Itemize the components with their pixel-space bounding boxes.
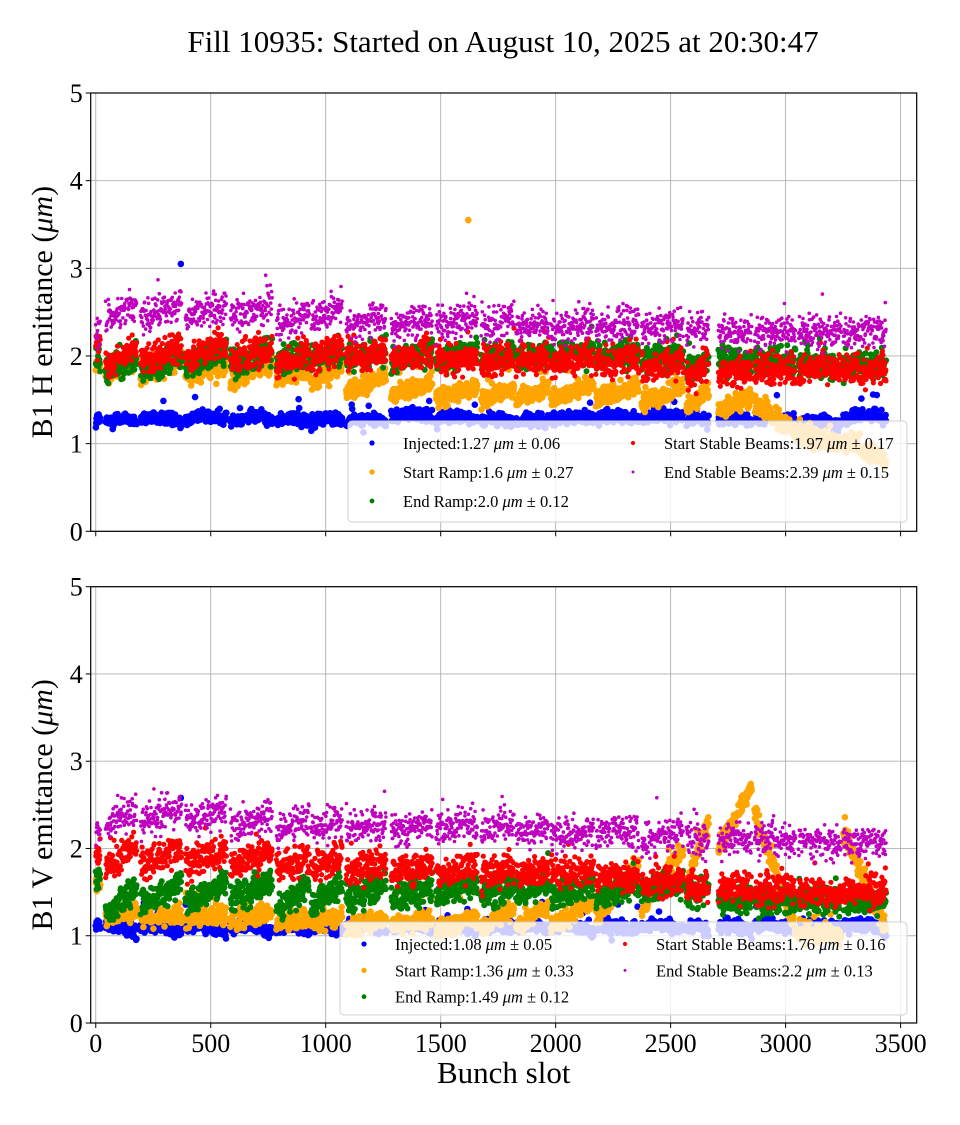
data-point bbox=[511, 383, 518, 390]
data-point bbox=[704, 387, 711, 394]
data-point bbox=[429, 407, 436, 414]
data-point bbox=[207, 375, 214, 382]
data-point bbox=[776, 406, 783, 413]
outlier-point bbox=[178, 261, 185, 268]
data-point bbox=[429, 381, 436, 388]
data-point bbox=[223, 410, 230, 417]
data-point bbox=[882, 412, 889, 419]
data-point bbox=[383, 377, 390, 384]
data-point bbox=[774, 392, 781, 399]
data-point bbox=[160, 398, 167, 405]
data-point bbox=[97, 415, 104, 422]
data-point bbox=[198, 379, 205, 386]
data-point bbox=[349, 406, 356, 413]
figure-title: Fill 10935: Started on August 10, 2025 a… bbox=[187, 24, 818, 59]
data-point bbox=[281, 341, 287, 347]
data-point bbox=[587, 399, 594, 406]
data-point bbox=[473, 335, 479, 341]
data-point bbox=[131, 367, 137, 373]
data-point bbox=[213, 381, 220, 388]
data-point bbox=[184, 373, 190, 379]
data-point bbox=[858, 395, 865, 402]
data-point bbox=[380, 365, 386, 371]
data-point bbox=[472, 401, 479, 408]
data-point bbox=[642, 384, 649, 391]
data-point bbox=[296, 405, 303, 412]
data-point bbox=[474, 340, 480, 346]
data-point bbox=[216, 406, 223, 413]
data-point bbox=[617, 377, 624, 384]
data-point bbox=[105, 380, 111, 386]
data-point bbox=[221, 363, 227, 369]
data-point bbox=[326, 383, 333, 390]
data-point bbox=[192, 394, 199, 401]
data-point bbox=[428, 368, 435, 375]
data-point bbox=[237, 405, 244, 412]
data-point bbox=[737, 408, 744, 415]
data-point bbox=[545, 379, 552, 386]
data-point bbox=[878, 407, 885, 414]
data-point bbox=[752, 393, 759, 400]
data-point bbox=[474, 381, 481, 388]
outlier-point bbox=[465, 217, 472, 224]
data-point bbox=[444, 402, 451, 409]
data-point bbox=[295, 396, 302, 403]
data-point bbox=[365, 403, 372, 410]
data-point bbox=[635, 388, 642, 395]
data-point bbox=[97, 368, 103, 374]
data-point bbox=[874, 392, 881, 399]
data-point bbox=[178, 423, 185, 430]
data-point bbox=[339, 415, 346, 422]
data-point bbox=[705, 392, 712, 399]
data-point bbox=[426, 398, 433, 405]
data-point bbox=[705, 412, 712, 419]
data-point bbox=[268, 364, 274, 370]
data-point bbox=[351, 369, 357, 375]
